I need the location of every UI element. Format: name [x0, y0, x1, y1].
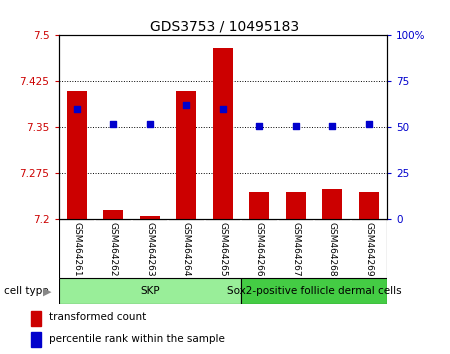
Bar [140, 216, 160, 219]
Text: ▶: ▶ [43, 286, 51, 296]
Bar [322, 189, 342, 219]
Bar [359, 192, 379, 219]
Text: GSM464266: GSM464266 [255, 222, 264, 276]
Point [110, 121, 117, 127]
Bar [31, 332, 40, 347]
Text: SKP: SKP [140, 286, 160, 296]
Text: GSM464264: GSM464264 [182, 222, 191, 276]
Text: transformed count: transformed count [49, 312, 146, 322]
Bar [31, 311, 40, 326]
Point [146, 121, 153, 127]
Bar [286, 192, 306, 219]
Bar [67, 91, 87, 219]
Text: GSM464269: GSM464269 [364, 222, 373, 276]
Bar [241, 278, 387, 304]
Text: GSM464261: GSM464261 [72, 222, 81, 276]
Text: GSM464263: GSM464263 [145, 222, 154, 276]
Bar [213, 48, 233, 219]
Text: GSM464262: GSM464262 [109, 222, 118, 276]
Point [183, 103, 190, 108]
Text: percentile rank within the sample: percentile rank within the sample [49, 333, 225, 344]
Bar [249, 192, 269, 219]
Bar [103, 210, 123, 219]
Point [219, 106, 226, 112]
Bar [58, 278, 241, 304]
Text: GDS3753 / 10495183: GDS3753 / 10495183 [150, 19, 300, 34]
Point [73, 106, 81, 112]
Text: GSM464267: GSM464267 [291, 222, 300, 276]
Bar [176, 91, 196, 219]
Point [256, 123, 263, 129]
Point [292, 123, 299, 129]
Text: GSM464265: GSM464265 [218, 222, 227, 276]
Point [365, 121, 372, 127]
Text: cell type: cell type [4, 286, 49, 296]
Text: Sox2-positive follicle dermal cells: Sox2-positive follicle dermal cells [227, 286, 401, 296]
Text: GSM464268: GSM464268 [328, 222, 337, 276]
Point [328, 123, 336, 129]
